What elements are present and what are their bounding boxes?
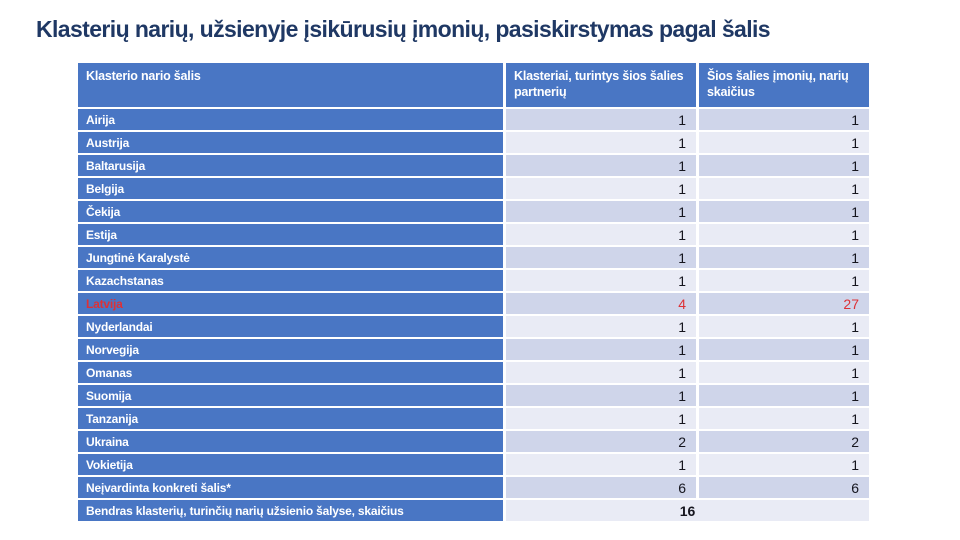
companies-count-cell: 1 (699, 178, 869, 199)
table-row: Norvegija 1 1 (78, 339, 869, 360)
country-cell: Airija (78, 109, 503, 130)
total-row-value: 16 (506, 500, 869, 521)
clusters-count-cell: 1 (506, 201, 696, 222)
companies-count-cell: 1 (699, 454, 869, 475)
country-cell: Nyderlandai (78, 316, 503, 337)
companies-count-cell: 1 (699, 132, 869, 153)
table-row: Austrija 1 1 (78, 132, 869, 153)
clusters-count-cell: 1 (506, 362, 696, 383)
companies-count-cell: 1 (699, 408, 869, 429)
clusters-count-cell: 1 (506, 454, 696, 475)
companies-count-cell: 6 (699, 477, 869, 498)
companies-count-cell: 1 (699, 155, 869, 176)
companies-count-cell: 27 (699, 293, 869, 314)
companies-count-cell: 1 (699, 201, 869, 222)
clusters-count-cell: 1 (506, 155, 696, 176)
companies-count-cell: 1 (699, 109, 869, 130)
country-cell: Neįvardinta konkreti šalis* (78, 477, 503, 498)
header-row: Klasterio nario šalis Klasteriai, turint… (78, 63, 869, 107)
table-row: Latvija 4 27 (78, 293, 869, 314)
country-cell: Norvegija (78, 339, 503, 360)
companies-count-cell: 1 (699, 316, 869, 337)
clusters-count-cell: 6 (506, 477, 696, 498)
table-row: Nyderlandai 1 1 (78, 316, 869, 337)
country-cell: Austrija (78, 132, 503, 153)
country-cell: Jungtinė Karalystė (78, 247, 503, 268)
clusters-count-cell: 1 (506, 178, 696, 199)
table-row: Tanzanija 1 1 (78, 408, 869, 429)
country-cell: Kazachstanas (78, 270, 503, 291)
country-cell: Belgija (78, 178, 503, 199)
table-row: Estija 1 1 (78, 224, 869, 245)
column-header-country: Klasterio nario šalis (78, 63, 503, 107)
companies-count-cell: 1 (699, 224, 869, 245)
table-row: Belgija 1 1 (78, 178, 869, 199)
companies-count-cell: 1 (699, 362, 869, 383)
table-header: Klasterio nario šalis Klasteriai, turint… (78, 63, 869, 107)
country-cell: Baltarusija (78, 155, 503, 176)
table-row: Omanas 1 1 (78, 362, 869, 383)
country-cell: Tanzanija (78, 408, 503, 429)
country-cell: Latvija (78, 293, 503, 314)
companies-count-cell: 1 (699, 270, 869, 291)
total-row-label: Bendras klasterių, turinčių narių užsien… (78, 500, 503, 521)
clusters-count-cell: 1 (506, 408, 696, 429)
country-cell: Omanas (78, 362, 503, 383)
table-row: Vokietija 1 1 (78, 454, 869, 475)
country-cell: Vokietija (78, 454, 503, 475)
clusters-count-cell: 2 (506, 431, 696, 452)
country-cell: Čekija (78, 201, 503, 222)
column-header-clusters: Klasteriai, turintys šios šalies partner… (506, 63, 696, 107)
companies-count-cell: 1 (699, 385, 869, 406)
clusters-count-cell: 1 (506, 339, 696, 360)
clusters-count-cell: 1 (506, 109, 696, 130)
companies-count-cell: 1 (699, 247, 869, 268)
clusters-count-cell: 4 (506, 293, 696, 314)
country-cell: Suomija (78, 385, 503, 406)
table-row: Neįvardinta konkreti šalis* 6 6 (78, 477, 869, 498)
clusters-count-cell: 1 (506, 316, 696, 337)
table-row: Jungtinė Karalystė 1 1 (78, 247, 869, 268)
country-cell: Ukraina (78, 431, 503, 452)
table-row: Čekija 1 1 (78, 201, 869, 222)
country-cell: Estija (78, 224, 503, 245)
companies-count-cell: 1 (699, 339, 869, 360)
slide-title: Klasterių narių, užsienyje įsikūrusių įm… (36, 16, 771, 42)
table-row: Baltarusija 1 1 (78, 155, 869, 176)
table-row: Suomija 1 1 (78, 385, 869, 406)
table-row: Kazachstanas 1 1 (78, 270, 869, 291)
clusters-count-cell: 1 (506, 224, 696, 245)
table-body: Airija 1 1 Austrija 1 1 Baltarusija 1 1 Belgija 1 1… (78, 109, 869, 521)
companies-count-cell: 2 (699, 431, 869, 452)
table-row: Ukraina 2 2 (78, 431, 869, 452)
clusters-count-cell: 1 (506, 247, 696, 268)
clusters-count-cell: 1 (506, 385, 696, 406)
clusters-count-cell: 1 (506, 270, 696, 291)
column-header-companies: Šios šalies įmonių, narių skaičius (699, 63, 869, 107)
clusters-count-cell: 1 (506, 132, 696, 153)
clusters-by-country-table: Klasterio nario šalis Klasteriai, turint… (75, 61, 872, 523)
table-row: Airija 1 1 (78, 109, 869, 130)
total-row: Bendras klasterių, turinčių narių užsien… (78, 500, 869, 521)
